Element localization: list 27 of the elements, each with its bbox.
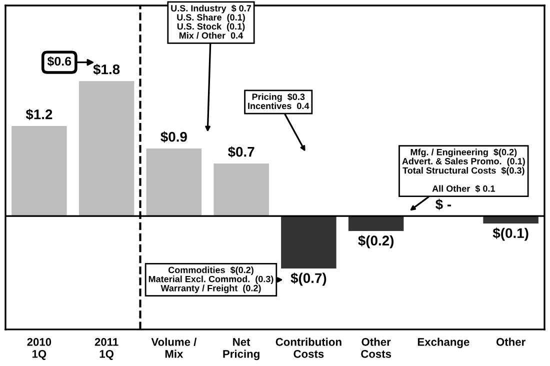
x-tick-label: 2010 1Q (27, 338, 52, 360)
bar (12, 126, 67, 216)
data-label: $1.8 (93, 64, 120, 76)
data-label: $ - (436, 198, 451, 210)
annotation: Pricing $0.3 Incentives 0.4 (248, 93, 310, 110)
bar (348, 216, 404, 232)
bar (146, 148, 202, 216)
bar (214, 164, 269, 216)
data-label: $(0.2) (358, 235, 394, 248)
x-tick-label: Other (496, 338, 526, 346)
x-tick-label: 2011 1Q (94, 338, 118, 360)
data-label: $(0.7) (290, 272, 326, 286)
x-tick-label: Exchange (418, 338, 470, 348)
x-tick-label: Net Pricing (223, 338, 260, 360)
annotation: Mfg. / Engineering $(0.2) Advert. & Sales Promo. (0.1) Total Structural Costs $(0.3) All Other $ 0.1 (402, 148, 525, 192)
data-label: $0.9 (160, 131, 187, 143)
text: U.S. Industry $ 0.7 U.S. Share (0.1) U.S. Stock (0.1) Mix / Other 0.4 (171, 4, 251, 39)
data-label: $(0.1) (492, 228, 528, 241)
annotation: Commodities $(0.2) Material Excl. Commod. (0.3) Warranty / Freight (0.2) (148, 266, 274, 294)
bar (78, 81, 134, 216)
x-tick-label: Other Costs (361, 338, 392, 358)
x-tick-label: Contribution Costs (276, 338, 342, 358)
x-tick-label: Volume / Mix (151, 338, 197, 358)
data-label: $0.7 (228, 146, 254, 158)
text: $0.6 (47, 56, 72, 66)
bar (281, 216, 336, 269)
data-label: $1.2 (26, 108, 52, 120)
